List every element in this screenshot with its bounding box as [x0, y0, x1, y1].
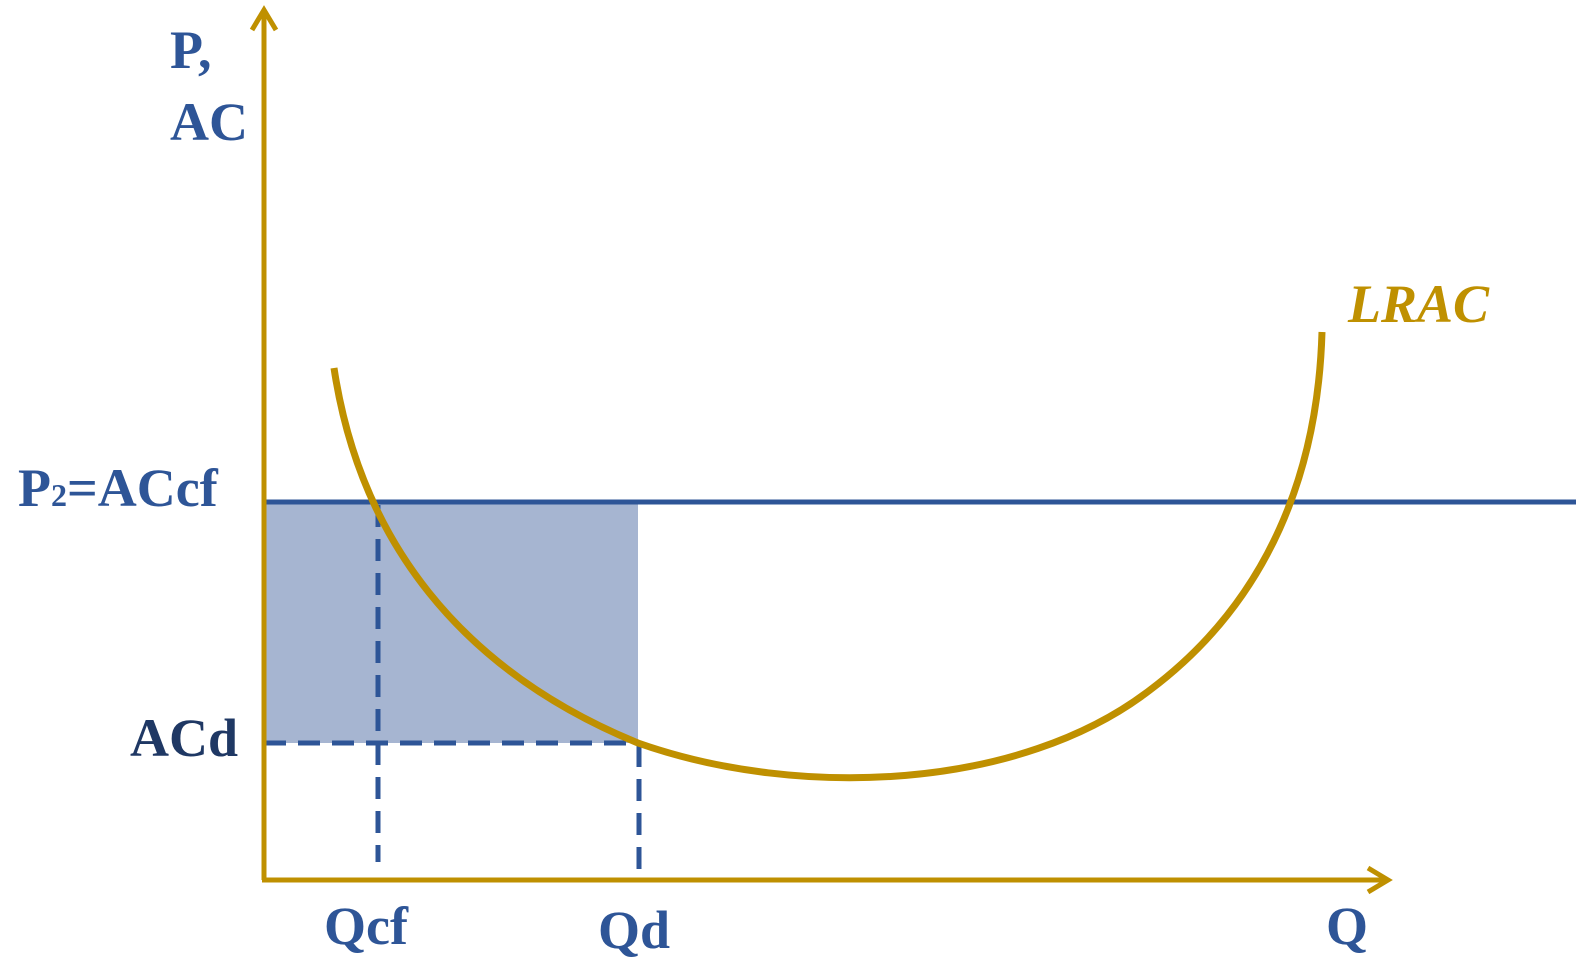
qcf-label: Qcf [324, 896, 409, 956]
p2-accf-label: P2=ACcf [18, 458, 219, 518]
acd-label: ACd [130, 708, 238, 768]
lrac-label: LRAC [1347, 274, 1490, 334]
p2-prefix: P [18, 458, 51, 518]
lrac-curve [330, 331, 1326, 782]
p2-subscript: 2 [51, 477, 67, 513]
x-axis-arrow-icon [1366, 865, 1393, 895]
p2-suffix: =ACcf [67, 458, 219, 518]
y-axis-label-line1: P, [170, 20, 212, 80]
y-axis-arrow-icon [249, 5, 279, 32]
y-axis-label-line2: AC [170, 92, 248, 152]
qd-label: Qd [598, 900, 670, 960]
x-axis-label: Q [1326, 896, 1368, 956]
